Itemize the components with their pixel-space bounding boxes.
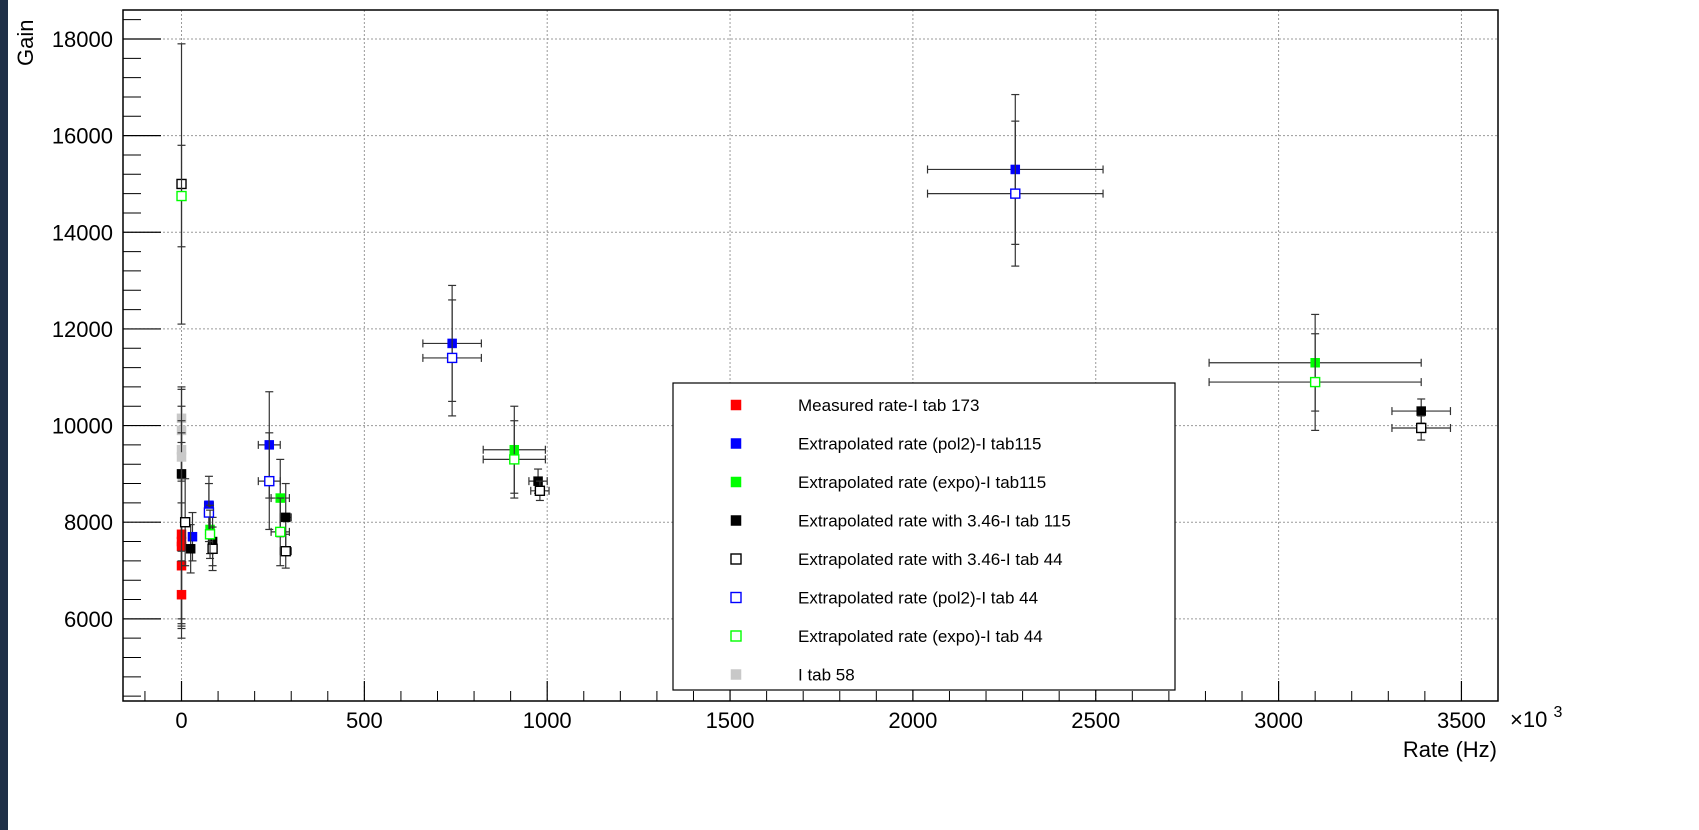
x-axis-multiplier-base: ×10	[1510, 707, 1547, 732]
legend: Measured rate-I tab 173 Extrapolated rate…	[672, 382, 1176, 691]
x-axis-multiplier-exponent: 3	[1553, 704, 1562, 721]
legend-marker	[730, 591, 742, 604]
data-point	[203, 507, 215, 518]
legend-marker	[730, 669, 742, 680]
x-tick-label: 1000	[523, 708, 572, 733]
legend-label: Measured rate-I tab 173	[798, 396, 979, 415]
data-point	[509, 454, 520, 465]
data-point	[176, 190, 187, 202]
series-group	[176, 388, 187, 482]
legend-box	[672, 382, 1176, 691]
data-point	[446, 352, 458, 364]
y-tick-label: 18000	[52, 27, 113, 52]
x-tick-label: 3000	[1254, 708, 1303, 733]
x-tick-label: 3500	[1437, 708, 1486, 733]
tick-labels: 0 500 1000 1500 2000 2500 3000 3500 6000 8000 1000…	[52, 27, 1486, 733]
data-point	[187, 531, 198, 542]
legend-label: Extrapolated rate (pol2)-I tab115	[798, 435, 1042, 454]
y-tick-label: 8000	[64, 510, 113, 535]
axis-ticks	[123, 19, 1499, 701]
data-point	[280, 546, 291, 557]
y-tick-label: 6000	[64, 607, 113, 632]
x-axis-multiplier: ×10 3	[1510, 704, 1562, 732]
y-axis-title: Gain	[13, 20, 38, 66]
x-tick-label: 0	[175, 708, 187, 733]
y-tick-label: 14000	[52, 220, 113, 245]
x-axis-title: Rate (Hz)	[1403, 737, 1497, 762]
legend-marker	[730, 515, 742, 526]
legend-label: Extrapolated rate (expo)-I tab 44	[798, 627, 1043, 646]
data-point	[176, 589, 187, 600]
data-point	[1010, 188, 1021, 199]
legend-label: Extrapolated rate with 3.46-I tab 115	[798, 512, 1071, 531]
data-point	[264, 475, 275, 487]
data-point	[1416, 406, 1426, 416]
legend-marker	[730, 553, 742, 565]
data-point	[204, 529, 216, 540]
y-tick-label: 12000	[52, 317, 113, 342]
x-tick-label: 1500	[706, 708, 755, 733]
series-group	[176, 144, 1422, 567]
y-tick-label: 16000	[52, 124, 113, 149]
data-point	[1416, 422, 1427, 434]
left-frame-strip	[0, 0, 8, 830]
legend-marker	[730, 399, 742, 411]
data-point	[534, 485, 546, 497]
data-point	[275, 526, 286, 538]
grid-lines	[123, 10, 1498, 701]
legend-marker	[730, 438, 742, 449]
data-point	[185, 544, 196, 554]
legend-label: Extrapolated rate (pol2)-I tab 44	[798, 589, 1038, 608]
legend-marker	[730, 476, 742, 488]
x-tick-label: 2500	[1071, 708, 1120, 733]
data-point	[207, 543, 218, 554]
data-marks	[176, 43, 1452, 639]
data-point	[179, 517, 191, 528]
data-point	[1309, 376, 1321, 388]
legend-label: Extrapolated rate with 3.46-I tab 44	[798, 550, 1063, 569]
data-point	[280, 512, 291, 523]
legend-label: I tab 58	[798, 666, 855, 685]
x-tick-label: 2000	[888, 708, 937, 733]
legend-marker	[730, 630, 742, 642]
y-tick-label: 10000	[52, 414, 113, 439]
data-point	[176, 452, 187, 462]
plot-frame	[122, 9, 1499, 702]
x-tick-label: 500	[346, 708, 383, 733]
legend-label: Extrapolated rate (expo)-I tab115	[798, 473, 1046, 492]
